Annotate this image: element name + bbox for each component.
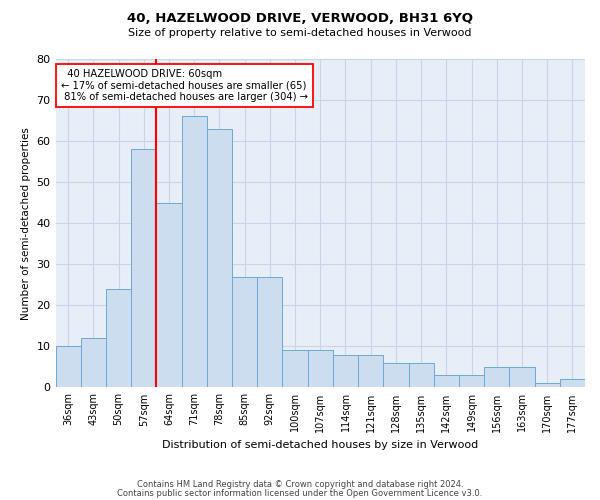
Bar [257,276,283,388]
Bar [383,363,409,388]
Bar [182,116,207,388]
Text: 40, HAZELWOOD DRIVE, VERWOOD, BH31 6YQ: 40, HAZELWOOD DRIVE, VERWOOD, BH31 6YQ [127,12,473,26]
Bar [232,276,257,388]
Bar [157,202,182,388]
Bar [535,384,560,388]
Text: Contains HM Land Registry data © Crown copyright and database right 2024.: Contains HM Land Registry data © Crown c… [137,480,463,489]
Bar [131,150,157,388]
Bar [207,129,232,388]
Bar [333,354,358,388]
Text: Contains public sector information licensed under the Open Government Licence v3: Contains public sector information licen… [118,488,482,498]
Bar [509,367,535,388]
Bar [308,350,333,388]
Bar [560,379,585,388]
Bar [358,354,383,388]
Text: Size of property relative to semi-detached houses in Verwood: Size of property relative to semi-detach… [128,28,472,38]
Bar [484,367,509,388]
Bar [56,346,81,388]
Bar [459,375,484,388]
Bar [283,350,308,388]
Bar [409,363,434,388]
Bar [81,338,106,388]
Y-axis label: Number of semi-detached properties: Number of semi-detached properties [21,127,31,320]
Bar [106,289,131,388]
X-axis label: Distribution of semi-detached houses by size in Verwood: Distribution of semi-detached houses by … [162,440,478,450]
Text: 40 HAZELWOOD DRIVE: 60sqm  
← 17% of semi-detached houses are smaller (65)
 81% : 40 HAZELWOOD DRIVE: 60sqm ← 17% of semi-… [61,69,308,102]
Bar [434,375,459,388]
